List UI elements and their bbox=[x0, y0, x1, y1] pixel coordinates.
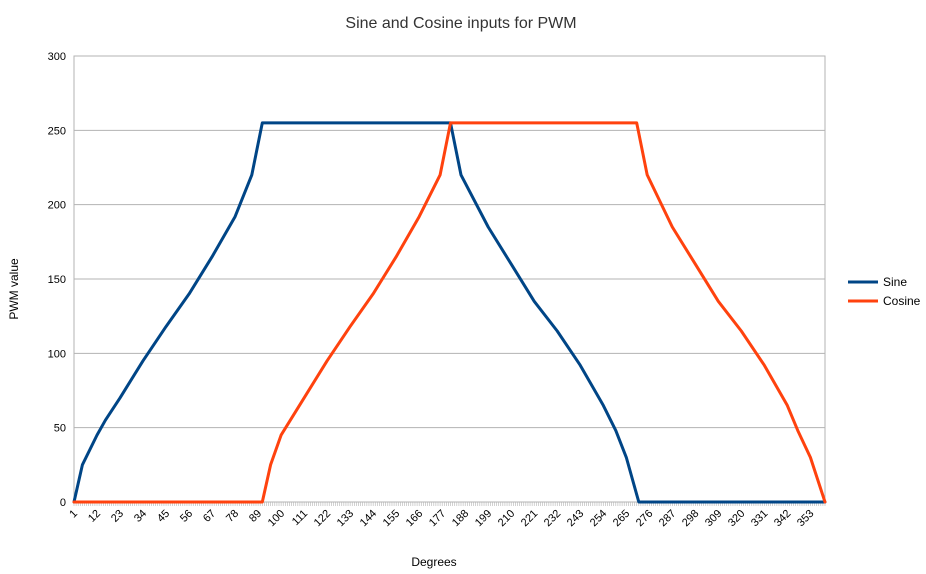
x-tick-label: 122 bbox=[312, 508, 333, 529]
y-tick-label: 50 bbox=[54, 423, 66, 435]
x-tick-label: 34 bbox=[132, 508, 149, 525]
y-axis-label: PWM value bbox=[7, 258, 21, 320]
x-tick-label: 276 bbox=[634, 508, 655, 529]
x-tick-label: 56 bbox=[178, 508, 195, 525]
x-tick-label: 23 bbox=[109, 508, 126, 525]
x-tick-label: 243 bbox=[565, 508, 586, 529]
x-tick-label: 100 bbox=[266, 508, 287, 529]
series-line-sine bbox=[72, 121, 827, 504]
x-tick-label: 78 bbox=[224, 508, 241, 525]
x-tick-label: 254 bbox=[588, 508, 609, 529]
x-tick-labels: 1 12 23 34 45 56 67 78 89 100 111 122 133 144 155 166 17… bbox=[67, 502, 826, 529]
y-tick-label: 150 bbox=[48, 274, 66, 286]
chart-title: Sine and Cosine inputs for PWM bbox=[345, 15, 576, 32]
x-axis-label: Degrees bbox=[411, 555, 456, 569]
legend-label-sine: Sine bbox=[883, 275, 907, 289]
x-tick-label: 166 bbox=[404, 508, 425, 529]
x-tick-label: 45 bbox=[155, 508, 172, 525]
x-tick-label: 144 bbox=[358, 508, 379, 529]
legend-label-cosine: Cosine bbox=[883, 294, 921, 308]
x-tick-label: 133 bbox=[335, 508, 356, 529]
legend: Sine Cosine bbox=[848, 275, 921, 308]
x-tick-label: 67 bbox=[201, 508, 218, 525]
x-tick-label: 155 bbox=[381, 508, 402, 529]
x-tick-label: 353 bbox=[795, 508, 816, 529]
x-tick-label: 320 bbox=[726, 508, 747, 529]
series-line-cosine bbox=[72, 121, 827, 504]
x-tick-label: 199 bbox=[473, 508, 494, 529]
x-tick-label: 177 bbox=[427, 508, 448, 529]
x-tick-label: 221 bbox=[519, 508, 540, 529]
x-tick-label: 12 bbox=[86, 508, 103, 525]
y-tick-label: 300 bbox=[48, 51, 66, 63]
y-tick-label: 100 bbox=[48, 348, 66, 360]
x-tick-label: 287 bbox=[657, 508, 678, 529]
series-lines bbox=[72, 121, 827, 504]
x-tick-label: 265 bbox=[611, 508, 632, 529]
y-tick-labels: 0 50 100 150 200 250 300 bbox=[48, 51, 66, 509]
x-tick-label: 331 bbox=[749, 508, 770, 529]
x-tick-label: 210 bbox=[496, 508, 517, 529]
x-tick-label: 89 bbox=[247, 508, 264, 525]
x-tick-label: 232 bbox=[542, 508, 563, 529]
y-tick-label: 250 bbox=[48, 125, 66, 137]
y-tick-label: 200 bbox=[48, 200, 66, 212]
x-tick-label: 1 bbox=[67, 508, 80, 521]
x-tick-label: 309 bbox=[703, 508, 724, 529]
x-tick-label: 188 bbox=[450, 508, 471, 529]
y-tick-label: 0 bbox=[60, 497, 66, 509]
x-tick-label: 111 bbox=[290, 508, 310, 528]
x-tick-label: 298 bbox=[680, 508, 701, 529]
x-tick-label: 342 bbox=[772, 508, 793, 529]
